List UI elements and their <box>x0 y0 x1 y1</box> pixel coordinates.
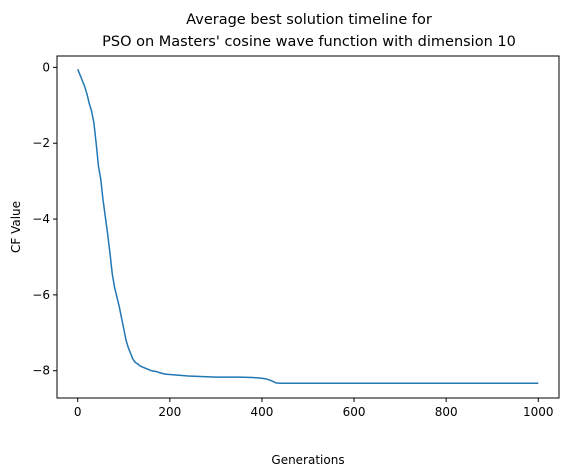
series-lines <box>77 68 539 384</box>
x-tick-label: 1000 <box>523 405 554 419</box>
y-tick-label: 0 <box>42 60 50 74</box>
x-tick-label: 400 <box>250 405 273 419</box>
y-tick-label: −6 <box>32 288 50 302</box>
y-tick-label: −2 <box>32 136 50 150</box>
y-tick-label: −8 <box>32 364 50 378</box>
x-tick-label: 600 <box>343 405 366 419</box>
y-axis-label: CF Value <box>9 201 23 253</box>
y-axis-ticks: 0 −2 −4 −6 −8 <box>32 60 57 378</box>
series-line-0 <box>77 68 539 384</box>
x-axis-label: Generations <box>271 453 344 467</box>
x-tick-label: 800 <box>435 405 458 419</box>
x-tick-label: 0 <box>74 405 82 419</box>
chart-title: Average best solution timeline for PSO o… <box>102 12 516 50</box>
chart-title-line-2: PSO on Masters' cosine wave function wit… <box>102 34 516 50</box>
x-axis-ticks: 0 200 400 600 800 1000 <box>74 398 554 419</box>
chart-title-line-1: Average best solution timeline for <box>186 12 432 28</box>
plot-frame <box>56 55 560 399</box>
y-tick-label: −4 <box>32 212 50 226</box>
x-tick-label: 200 <box>158 405 181 419</box>
